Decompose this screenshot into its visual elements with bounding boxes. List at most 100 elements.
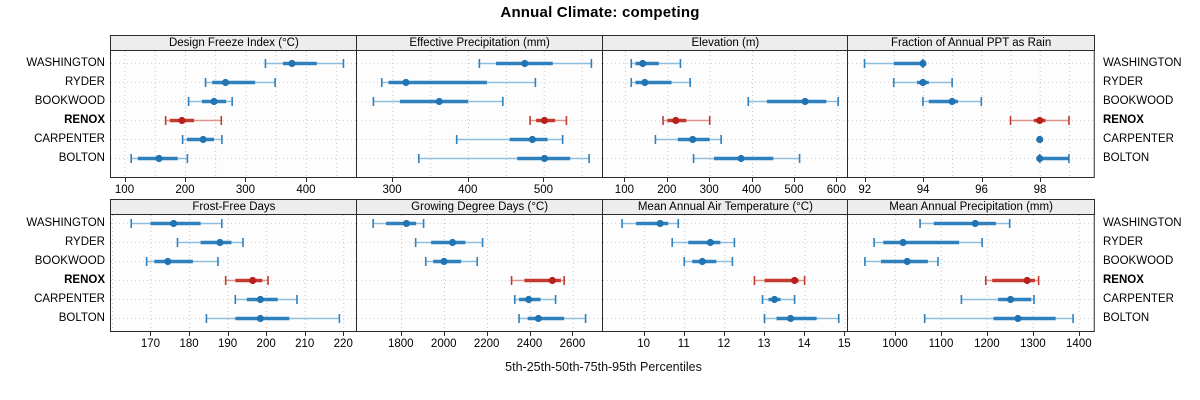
tick-mark: [763, 332, 765, 336]
tick-label: 12: [717, 338, 731, 350]
x-axis-effective-precipitation: 300 400 500: [356, 178, 604, 198]
tick-mark: [1078, 332, 1080, 336]
tick-mark: [683, 332, 685, 336]
series-ryder-effective-precipitation: [380, 78, 536, 87]
tick-label: 400: [741, 184, 762, 196]
row-label-left-renox: RENOX: [64, 114, 105, 126]
series-renox-design-freeze-index: [164, 116, 223, 125]
tick-mark: [529, 332, 531, 336]
tick-mark: [443, 332, 445, 336]
tick-mark: [666, 178, 668, 182]
series-carpenter-design-freeze-index: [181, 135, 223, 144]
panel-canvas-growing-degree-days: [355, 214, 604, 332]
series-renox-elevation: [661, 116, 710, 125]
panel-canvas-mean-annual-air-temperature: [601, 214, 850, 332]
panel-canvas-frost-free-days: [110, 214, 358, 332]
series-bookwood-frost-free-days: [145, 257, 219, 266]
tick-label: 200: [256, 338, 276, 350]
tick-label: 600: [826, 184, 846, 196]
tick-mark: [1032, 332, 1034, 336]
row-label-right-bolton: BOLTON: [1103, 152, 1150, 164]
tick-label: 500: [533, 184, 554, 196]
series-carpenter-mean-annual-air-temperature: [761, 295, 795, 304]
tick-mark: [304, 332, 306, 336]
row-label-right-washington: WASHINGTON: [1103, 217, 1182, 229]
row-label-right-bookwood: BOOKWOOD: [1103, 255, 1174, 267]
percentiles-caption: 5th-25th-50th-75th-95th Percentiles: [505, 360, 702, 374]
tick-mark: [793, 178, 795, 182]
row-label-right-renox: RENOX: [1103, 274, 1144, 286]
tick-label: 14: [797, 338, 811, 350]
chart-title: Annual Climate: competing: [500, 4, 700, 21]
series-renox-fraction-of-annual-ppt-as-rain: [1009, 116, 1070, 125]
panel-fraction-of-annual-ppt-as-rain: [847, 50, 1095, 183]
row-label-right-carpenter: CARPENTER: [1103, 293, 1174, 305]
tick-label: 2600: [559, 338, 586, 350]
tick-mark: [124, 178, 126, 182]
series-bookwood-fraction-of-annual-ppt-as-rain: [922, 97, 983, 106]
strip-growing-degree-days: Growing Degree Days (°C): [355, 199, 604, 215]
x-axis-frost-free-days: 170 180 190 200 210 220: [110, 332, 358, 352]
tick-mark: [572, 332, 574, 336]
series-bolton-mean-annual-air-temperature: [763, 314, 840, 323]
series-washington-fraction-of-annual-ppt-as-rain: [863, 59, 927, 68]
series-washington-mean-annual-air-temperature: [620, 219, 679, 228]
tick-label: 1000: [882, 338, 908, 350]
tick-label: 210: [295, 338, 315, 350]
tick-label: 180: [179, 338, 199, 350]
tick-mark: [723, 332, 725, 336]
tick-mark: [392, 178, 394, 182]
panel-growing-degree-days: [355, 214, 604, 337]
series-washington-frost-free-days: [130, 219, 223, 228]
x-axis-growing-degree-days: 1800 2000 2200 2400 2600: [356, 332, 604, 352]
strip-elevation: Elevation (m): [601, 35, 850, 51]
tick-label: 1200: [974, 338, 1000, 350]
panel-mean-annual-precipitation: [847, 214, 1095, 337]
series-bolton-frost-free-days: [205, 314, 341, 323]
tick-mark: [467, 178, 469, 182]
series-washington-growing-degree-days: [372, 219, 425, 228]
series-bookwood-design-freeze-index: [187, 97, 233, 106]
tick-mark: [986, 332, 988, 336]
tick-label: 400: [458, 184, 478, 196]
row-label-left-carpenter: CARPENTER: [34, 293, 105, 305]
row-label-left-bookwood: BOOKWOOD: [34, 255, 105, 267]
tick-mark: [150, 332, 152, 336]
tick-mark: [305, 178, 307, 182]
x-axis-mean-annual-air-temperature: 10 11 12 13 14 15: [602, 332, 851, 352]
tick-label: 11: [677, 338, 690, 350]
tick-label: 100: [614, 184, 634, 196]
row-label-left-ryder: RYDER: [64, 236, 105, 248]
tick-label: 1800: [388, 338, 414, 350]
series-carpenter-elevation: [654, 135, 722, 144]
tick-label: 98: [1033, 184, 1047, 196]
x-axis-elevation: 100 200 300 400 500 600: [602, 178, 850, 198]
tick-mark: [643, 332, 645, 336]
series-bolton-growing-degree-days: [518, 314, 587, 323]
series-washington-design-freeze-index: [264, 59, 345, 68]
series-washington-mean-annual-precipitation: [919, 219, 1011, 228]
series-carpenter-frost-free-days: [234, 295, 298, 304]
series-renox-frost-free-days: [224, 276, 269, 285]
tick-mark: [486, 332, 488, 336]
series-bolton-mean-annual-precipitation: [924, 314, 1075, 323]
tick-label: 92: [858, 184, 872, 196]
row-label-right-bookwood: BOOKWOOD: [1103, 95, 1174, 107]
x-axis-fraction-of-annual-ppt-as-rain: 92 94 96 98: [847, 178, 1095, 198]
series-carpenter-fraction-of-annual-ppt-as-rain: [1036, 135, 1044, 144]
tick-label: 200: [657, 184, 677, 196]
tick-mark: [844, 332, 846, 336]
series-ryder-frost-free-days: [176, 238, 244, 247]
row-label-right-renox: RENOX: [1103, 114, 1144, 126]
series-ryder-mean-annual-precipitation: [873, 238, 984, 247]
series-renox-effective-precipitation: [529, 116, 567, 125]
row-label-right-carpenter: CARPENTER: [1103, 133, 1174, 145]
row-label-left-ryder: RYDER: [64, 76, 105, 88]
tick-label: 15: [837, 338, 851, 350]
strip-mean-annual-precipitation: Mean Annual Precipitation (mm): [847, 199, 1095, 215]
strip-mean-annual-air-temperature: Mean Annual Air Temperature (°C): [601, 199, 850, 215]
tick-label: 94: [916, 184, 930, 196]
tick-label: 2000: [430, 338, 457, 350]
tick-label: 10: [637, 338, 651, 350]
